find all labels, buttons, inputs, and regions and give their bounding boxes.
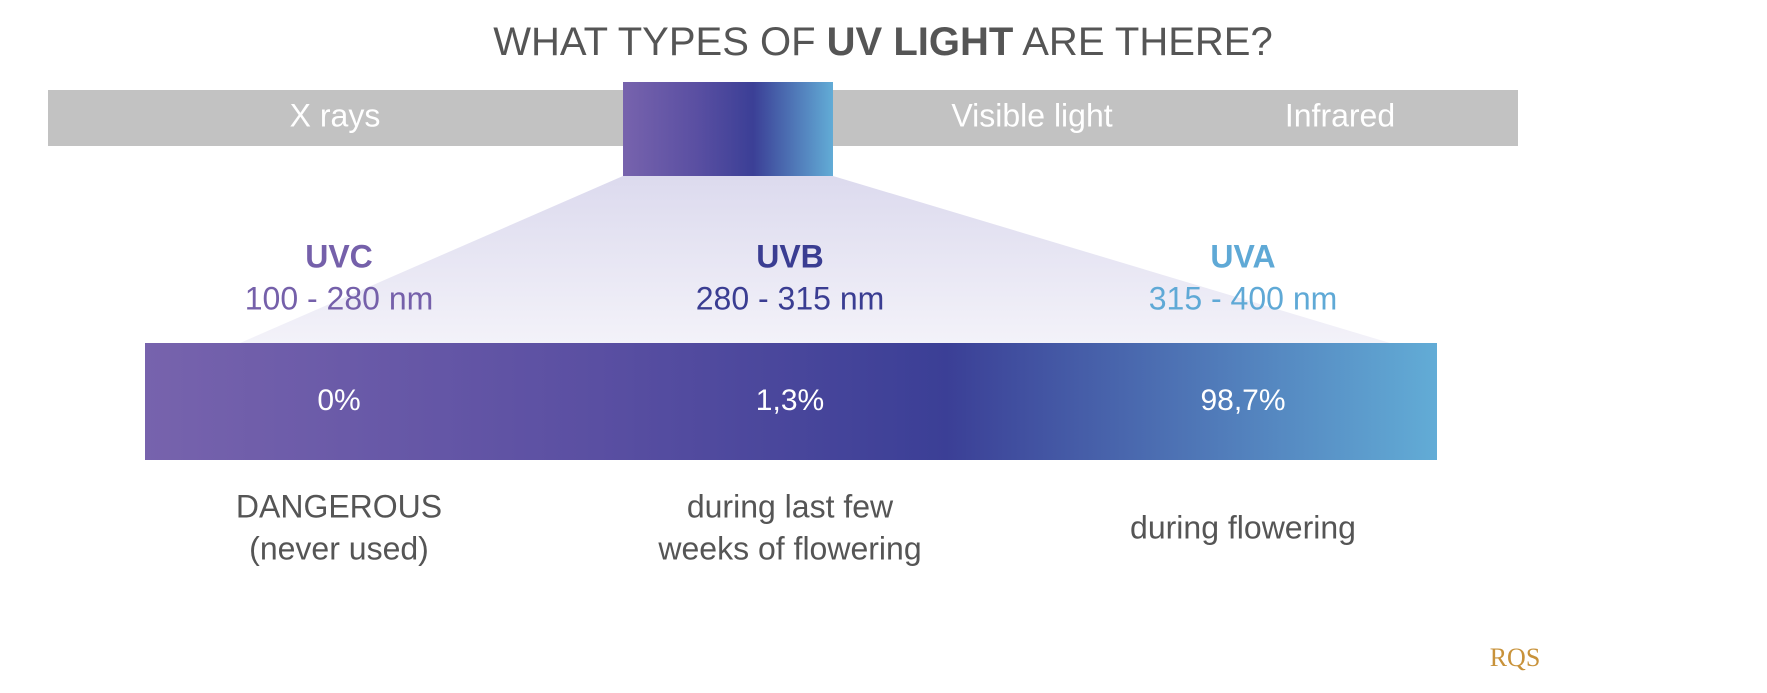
uv-share: 0% — [317, 384, 360, 417]
uv-name: UVA — [1210, 238, 1275, 274]
uv-use: (never used) — [249, 530, 429, 566]
uv-section — [623, 82, 833, 176]
uv-use: during flowering — [1130, 509, 1356, 545]
uv-range: 100 - 280 nm — [245, 280, 434, 316]
uv-share: 1,3% — [756, 384, 824, 417]
title: WHAT TYPES OF UV LIGHT ARE THERE? — [493, 20, 1272, 64]
uv-range: 315 - 400 nm — [1149, 280, 1338, 316]
uv-name: UVB — [756, 238, 824, 274]
uv-use: DANGEROUS — [236, 488, 442, 524]
zoom-fan — [240, 176, 1390, 343]
spectrum-label: Infrared — [1285, 97, 1395, 133]
uv-range: 280 - 315 nm — [696, 280, 885, 316]
uv-use: during last few — [687, 488, 894, 524]
uv-share: 98,7% — [1200, 384, 1285, 417]
spectrum-label: Visible light — [951, 97, 1112, 133]
title-part: WHAT TYPES OF — [493, 20, 826, 64]
logo: RQS — [1490, 643, 1541, 672]
spectrum-label: X rays — [290, 97, 381, 133]
title-part: ARE THERE? — [1013, 20, 1272, 64]
uv-name: UVC — [305, 238, 373, 274]
uv-types: UVC 100 - 280 nm 0% DANGEROUS (never used) UV… — [236, 238, 1356, 566]
uv-use: weeks of flowering — [657, 530, 921, 566]
uv-bar — [145, 343, 1437, 460]
title-part: UV LIGHT — [827, 20, 1014, 64]
